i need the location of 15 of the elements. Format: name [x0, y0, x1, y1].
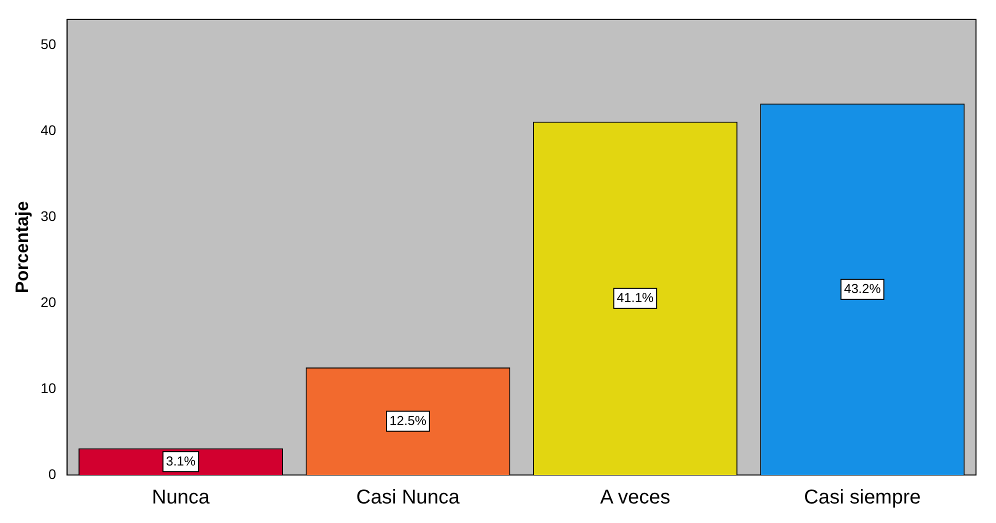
data-label: 41.1% [616, 290, 654, 305]
x-tick-label: Casi Nunca [356, 486, 461, 509]
y-tick-label: 10 [40, 380, 56, 396]
x-tick-label: A veces [600, 486, 670, 509]
y-tick-label: 20 [40, 294, 56, 310]
data-label: 43.2% [844, 280, 882, 296]
data-label: 12.5% [390, 412, 427, 428]
y-axis-title: Porcentaje [12, 201, 32, 294]
y-tick-label: 30 [40, 208, 56, 224]
y-tick-label: 0 [48, 466, 56, 482]
y-tick-label: 40 [40, 122, 56, 138]
x-tick-label: Casi siempre [804, 486, 921, 509]
data-label: 3.1% [166, 453, 196, 468]
x-tick-label: Nunca [152, 486, 211, 509]
y-tick-label: 50 [40, 36, 56, 52]
